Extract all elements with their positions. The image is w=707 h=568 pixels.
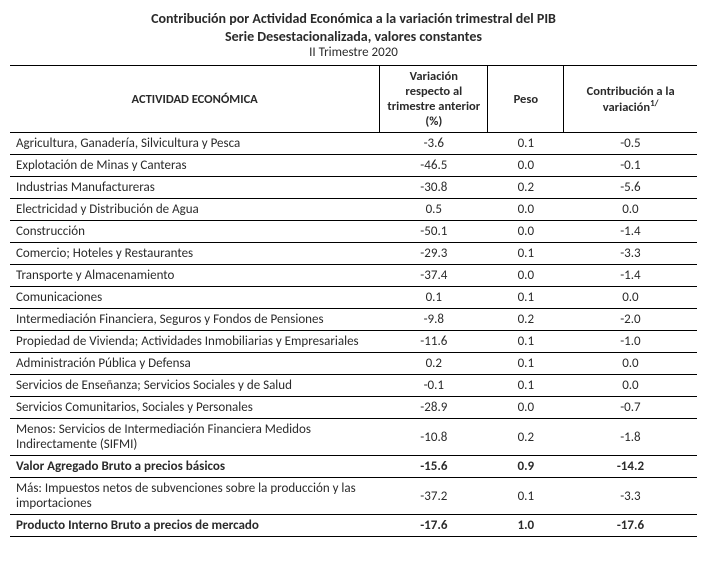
cell-weight: 0.1 [488,133,564,155]
cell-weight: 0.1 [488,287,564,309]
table-row: Producto Interno Bruto a precios de merc… [10,515,697,537]
title-block: Contribución por Actividad Económica a l… [10,10,697,61]
cell-contribution: -0.5 [564,133,697,155]
cell-activity: Propiedad de Vivienda; Actividades Inmob… [10,331,380,353]
cell-contribution: -1.4 [564,265,697,287]
cell-variation: -29.3 [380,243,488,265]
cell-contribution: -14.2 [564,456,697,478]
table-row: Transporte y Almacenamiento-37.40.0-1.4 [10,265,697,287]
cell-activity: Transporte y Almacenamiento [10,265,380,287]
header-activity: ACTIVIDAD ECONÓMICA [10,66,380,133]
cell-weight: 0.0 [488,397,564,419]
cell-activity: Servicios de Enseñanza; Servicios Social… [10,375,380,397]
cell-weight: 0.2 [488,177,564,199]
table-row: Servicios de Enseñanza; Servicios Social… [10,375,697,397]
table-row: Industrias Manufactureras-30.80.2-5.6 [10,177,697,199]
cell-variation: -9.8 [380,309,488,331]
table-row: Propiedad de Vivienda; Actividades Inmob… [10,331,697,353]
cell-variation: -28.9 [380,397,488,419]
header-contribution-sup: 1/ [650,98,658,109]
table-row: Intermediación Financiera, Seguros y Fon… [10,309,697,331]
table-row: Agricultura, Ganadería, Silvicultura y P… [10,133,697,155]
cell-weight: 0.1 [488,331,564,353]
cell-variation: -15.6 [380,456,488,478]
cell-variation: -46.5 [380,155,488,177]
cell-variation: -17.6 [380,515,488,537]
cell-weight: 0.2 [488,419,564,456]
cell-variation: 0.1 [380,287,488,309]
table-row: Más: Impuestos netos de subvenciones sob… [10,478,697,515]
title-line-3: II Trimestre 2020 [10,45,697,61]
cell-contribution: -17.6 [564,515,697,537]
table-row: Explotación de Minas y Canteras-46.50.0-… [10,155,697,177]
cell-variation: -0.1 [380,375,488,397]
cell-activity: Construcción [10,221,380,243]
cell-activity: Más: Impuestos netos de subvenciones sob… [10,478,380,515]
cell-contribution: -3.3 [564,478,697,515]
table-row: Valor Agregado Bruto a precios básicos-1… [10,456,697,478]
table-row: Servicios Comunitarios, Sociales y Perso… [10,397,697,419]
cell-weight: 1.0 [488,515,564,537]
cell-activity: Producto Interno Bruto a precios de merc… [10,515,380,537]
header-variation: Variación respecto al trimestre anterior… [380,66,488,133]
cell-weight: 0.2 [488,309,564,331]
cell-activity: Industrias Manufactureras [10,177,380,199]
table-row: Comunicaciones0.10.10.0 [10,287,697,309]
cell-contribution: 0.0 [564,353,697,375]
table-row: Administración Pública y Defensa0.20.10.… [10,353,697,375]
cell-weight: 0.1 [488,375,564,397]
cell-variation: -11.6 [380,331,488,353]
cell-contribution: -2.0 [564,309,697,331]
cell-activity: Agricultura, Ganadería, Silvicultura y P… [10,133,380,155]
cell-activity: Intermediación Financiera, Seguros y Fon… [10,309,380,331]
cell-weight: 0.1 [488,243,564,265]
table-row: Menos: Servicios de Intermediación Finan… [10,419,697,456]
cell-contribution: -5.6 [564,177,697,199]
cell-activity: Administración Pública y Defensa [10,353,380,375]
cell-weight: 0.1 [488,353,564,375]
cell-weight: 0.0 [488,155,564,177]
cell-activity: Comercio; Hoteles y Restaurantes [10,243,380,265]
title-line-1: Contribución por Actividad Económica a l… [10,10,697,28]
cell-weight: 0.9 [488,456,564,478]
cell-variation: 0.2 [380,353,488,375]
header-weight: Peso [488,66,564,133]
cell-activity: Electricidad y Distribución de Agua [10,199,380,221]
table-row: Comercio; Hoteles y Restaurantes-29.30.1… [10,243,697,265]
cell-variation: -37.2 [380,478,488,515]
cell-contribution: -1.4 [564,221,697,243]
table-row: Construcción-50.10.0-1.4 [10,221,697,243]
cell-activity: Servicios Comunitarios, Sociales y Perso… [10,397,380,419]
table-header-row: ACTIVIDAD ECONÓMICA Variación respecto a… [10,66,697,133]
cell-variation: -50.1 [380,221,488,243]
cell-contribution: 0.0 [564,199,697,221]
cell-variation: -37.4 [380,265,488,287]
gdp-contribution-table: ACTIVIDAD ECONÓMICA Variación respecto a… [10,65,697,537]
cell-weight: 0.1 [488,478,564,515]
cell-contribution: 0.0 [564,287,697,309]
cell-activity: Comunicaciones [10,287,380,309]
cell-contribution: -0.7 [564,397,697,419]
cell-contribution: -1.8 [564,419,697,456]
cell-contribution: -1.0 [564,331,697,353]
cell-variation: -10.8 [380,419,488,456]
cell-weight: 0.0 [488,265,564,287]
cell-variation: 0.5 [380,199,488,221]
cell-variation: -30.8 [380,177,488,199]
header-contribution-text: Contribución a la variación [587,84,675,115]
cell-activity: Menos: Servicios de Intermediación Finan… [10,419,380,456]
cell-activity: Explotación de Minas y Canteras [10,155,380,177]
cell-weight: 0.0 [488,199,564,221]
cell-contribution: -0.1 [564,155,697,177]
title-line-2: Serie Desestacionalizada, valores consta… [10,28,697,46]
table-body: Agricultura, Ganadería, Silvicultura y P… [10,133,697,537]
cell-activity: Valor Agregado Bruto a precios básicos [10,456,380,478]
cell-weight: 0.0 [488,221,564,243]
cell-variation: -3.6 [380,133,488,155]
cell-contribution: -3.3 [564,243,697,265]
header-contribution: Contribución a la variación1/ [564,66,697,133]
table-row: Electricidad y Distribución de Agua0.50.… [10,199,697,221]
cell-contribution: 0.0 [564,375,697,397]
